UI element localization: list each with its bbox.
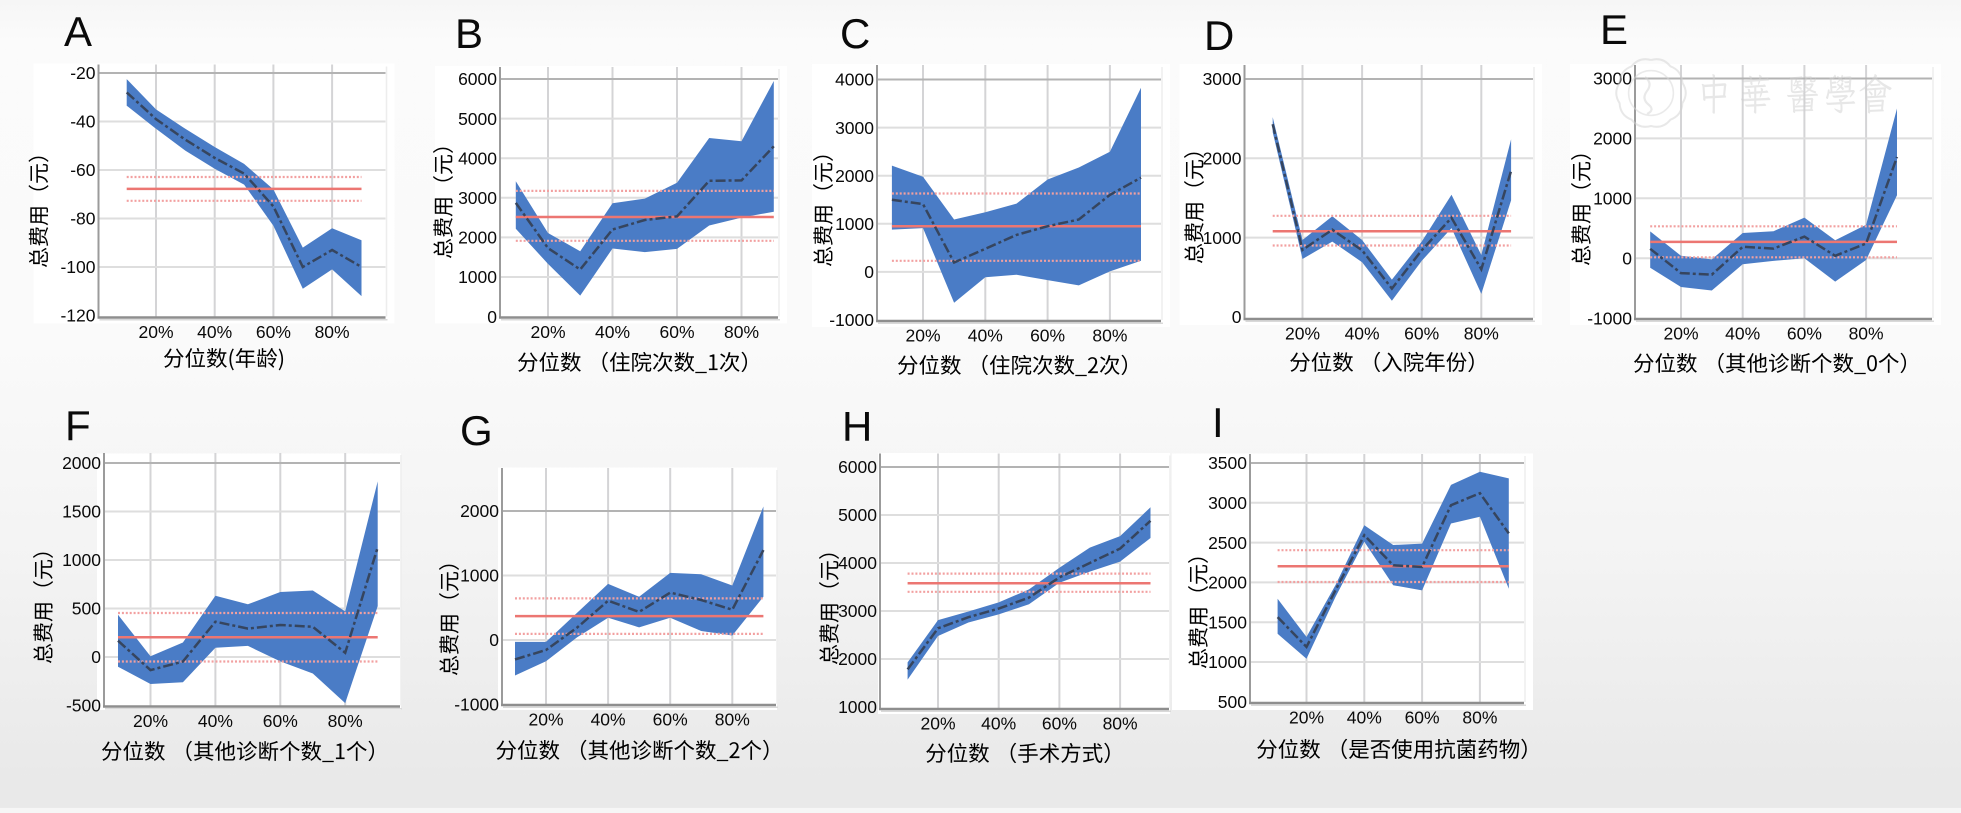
svg-text:1000: 1000 [838, 697, 877, 717]
svg-text:0: 0 [1622, 248, 1632, 268]
svg-text:3000: 3000 [1593, 69, 1632, 89]
svg-text:6000: 6000 [458, 69, 497, 89]
svg-text:80%: 80% [1103, 714, 1138, 734]
svg-text:80%: 80% [1464, 324, 1499, 344]
svg-text:G: G [460, 407, 493, 454]
svg-text:-80: -80 [70, 209, 96, 229]
svg-text:60%: 60% [256, 322, 291, 342]
svg-text:60%: 60% [659, 322, 694, 342]
svg-text:40%: 40% [1345, 324, 1380, 344]
svg-text:1000: 1000 [1208, 652, 1247, 672]
svg-text:2000: 2000 [460, 501, 499, 521]
svg-text:0: 0 [487, 307, 497, 327]
svg-text:2000: 2000 [835, 166, 874, 186]
svg-text:-1000: -1000 [1587, 308, 1632, 328]
svg-text:3000: 3000 [1203, 69, 1242, 89]
svg-text:C: C [840, 10, 870, 57]
svg-text:1000: 1000 [1593, 189, 1632, 209]
svg-text:H: H [842, 403, 872, 450]
svg-text:2000: 2000 [1203, 149, 1242, 169]
svg-text:B: B [455, 10, 483, 57]
svg-text:80%: 80% [724, 322, 759, 342]
svg-text:40%: 40% [197, 322, 232, 342]
svg-text:500: 500 [72, 599, 101, 619]
svg-text:-1000: -1000 [829, 310, 874, 330]
svg-text:80%: 80% [328, 711, 363, 731]
svg-text:1000: 1000 [460, 566, 499, 586]
svg-text:40%: 40% [591, 710, 626, 730]
svg-text:0: 0 [1232, 307, 1242, 327]
svg-text:40%: 40% [1725, 324, 1760, 344]
svg-text:5000: 5000 [838, 505, 877, 525]
svg-text:20%: 20% [1289, 708, 1324, 728]
svg-text:6000: 6000 [838, 457, 877, 477]
svg-text:40%: 40% [968, 326, 1003, 346]
svg-text:20%: 20% [133, 711, 168, 731]
svg-text:I: I [1212, 399, 1224, 446]
svg-text:-1000: -1000 [454, 695, 499, 715]
svg-text:4000: 4000 [458, 148, 497, 168]
svg-text:500: 500 [1218, 692, 1247, 712]
svg-text:1500: 1500 [1208, 612, 1247, 632]
svg-text:80%: 80% [1462, 708, 1497, 728]
svg-text:0: 0 [91, 647, 101, 667]
svg-text:1000: 1000 [62, 550, 101, 570]
svg-text:5000: 5000 [458, 109, 497, 129]
svg-text:80%: 80% [1092, 326, 1127, 346]
svg-text:2000: 2000 [1593, 129, 1632, 149]
svg-text:4000: 4000 [838, 553, 877, 573]
svg-text:1000: 1000 [1203, 228, 1242, 248]
svg-text:-100: -100 [60, 257, 95, 277]
svg-text:2000: 2000 [458, 228, 497, 248]
svg-text:1500: 1500 [62, 502, 101, 522]
svg-text:60%: 60% [653, 710, 688, 730]
svg-text:0: 0 [489, 630, 499, 650]
svg-text:-120: -120 [60, 306, 95, 326]
svg-text:E: E [1600, 6, 1628, 53]
svg-text:60%: 60% [263, 711, 298, 731]
svg-text:20%: 20% [905, 326, 940, 346]
svg-text:-500: -500 [66, 696, 101, 716]
svg-text:3000: 3000 [835, 118, 874, 138]
svg-text:20%: 20% [138, 322, 173, 342]
svg-text:3000: 3000 [458, 188, 497, 208]
svg-text:0: 0 [864, 262, 874, 282]
svg-text:2500: 2500 [1208, 533, 1247, 553]
svg-text:1000: 1000 [458, 267, 497, 287]
svg-text:3000: 3000 [1208, 493, 1247, 513]
svg-text:3000: 3000 [838, 601, 877, 621]
svg-text:20%: 20% [528, 710, 563, 730]
svg-text:F: F [65, 402, 91, 449]
svg-text:40%: 40% [1347, 708, 1382, 728]
svg-text:20%: 20% [920, 714, 955, 734]
svg-text:2000: 2000 [838, 649, 877, 669]
svg-text:40%: 40% [595, 322, 630, 342]
svg-text:-20: -20 [70, 63, 96, 83]
svg-text:80%: 80% [1849, 324, 1884, 344]
svg-text:2000: 2000 [62, 453, 101, 473]
svg-text:-40: -40 [70, 112, 96, 132]
svg-text:2000: 2000 [1208, 573, 1247, 593]
svg-text:60%: 60% [1030, 326, 1065, 346]
svg-text:60%: 60% [1405, 708, 1440, 728]
svg-text:60%: 60% [1787, 324, 1822, 344]
svg-text:80%: 80% [315, 322, 350, 342]
svg-text:1000: 1000 [835, 214, 874, 234]
svg-text:80%: 80% [715, 710, 750, 730]
svg-text:20%: 20% [530, 322, 565, 342]
svg-text:4000: 4000 [835, 70, 874, 90]
svg-text:A: A [64, 8, 92, 55]
svg-text:60%: 60% [1404, 324, 1439, 344]
svg-text:40%: 40% [198, 711, 233, 731]
svg-text:3500: 3500 [1208, 453, 1247, 473]
svg-text:-60: -60 [70, 160, 96, 180]
svg-text:D: D [1204, 12, 1234, 59]
svg-text:20%: 20% [1663, 324, 1698, 344]
svg-text:20%: 20% [1285, 324, 1320, 344]
svg-text:40%: 40% [981, 714, 1016, 734]
svg-text:60%: 60% [1042, 714, 1077, 734]
